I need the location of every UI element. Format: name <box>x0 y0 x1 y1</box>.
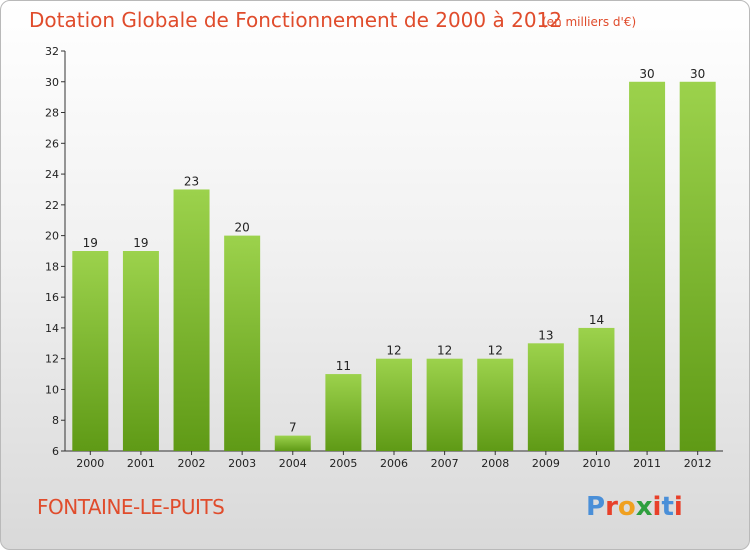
y-tick-label: 18 <box>45 260 59 273</box>
bar <box>527 343 564 451</box>
y-tick-label: 14 <box>45 322 59 335</box>
y-tick-label: 10 <box>45 383 59 396</box>
y-tick-label: 30 <box>45 76 59 89</box>
bar-value-label: 12 <box>488 344 503 358</box>
x-tick-label: 2002 <box>178 457 206 470</box>
x-tick-label: 2009 <box>532 457 560 470</box>
bar <box>426 358 463 451</box>
y-tick-label: 6 <box>52 445 59 458</box>
bar-value-label: 30 <box>639 67 654 81</box>
bar-value-label: 7 <box>289 421 297 435</box>
bar-value-label: 11 <box>336 359 351 373</box>
y-tick-label: 32 <box>45 45 59 58</box>
bar-value-label: 19 <box>133 236 148 250</box>
bar-value-label: 12 <box>386 344 401 358</box>
x-tick-label: 2012 <box>684 457 712 470</box>
bar-value-label: 14 <box>589 313 604 327</box>
bar-value-label: 30 <box>690 67 705 81</box>
commune-name: FONTAINE-LE-PUITS <box>37 495 225 519</box>
axes: 6 8 10 12 14 16 18 20 22 24 26 28 30 32 2000 2001 2002 20… <box>45 45 723 470</box>
bar-value-label: 13 <box>538 328 553 342</box>
x-tick-label: 2004 <box>279 457 307 470</box>
bar <box>376 358 412 451</box>
y-tick-label: 28 <box>45 107 59 120</box>
y-tick-label: 22 <box>45 199 59 212</box>
y-tick-label: 26 <box>45 137 59 150</box>
bar <box>679 81 716 452</box>
x-tick-label: 2011 <box>633 457 661 470</box>
chart-title: Dotation Globale de Fonctionnement de 20… <box>29 8 562 32</box>
svg-text:Proxiti: Proxiti <box>586 492 683 522</box>
x-tick-label: 2000 <box>76 457 104 470</box>
bar <box>173 189 210 451</box>
x-tick-label: 2006 <box>380 457 408 470</box>
x-tick-label: 2003 <box>228 457 256 470</box>
bar <box>72 251 109 451</box>
y-tick-label: 20 <box>45 230 59 243</box>
bar-value-label: 20 <box>235 221 250 235</box>
proxiti-logo[interactable]: Proxiti <box>584 489 694 523</box>
bar <box>477 358 514 451</box>
bar-value-label: 12 <box>437 344 452 358</box>
y-tick-label: 16 <box>45 291 59 304</box>
bar <box>224 235 261 451</box>
bars: 19 19 23 20 7 11 12 12 12 13 14 30 30 <box>72 67 716 452</box>
bar <box>122 251 159 451</box>
bar-value-label: 19 <box>83 236 98 250</box>
x-tick-label: 2005 <box>329 457 357 470</box>
y-tick-label: 24 <box>45 168 59 181</box>
x-tick-label: 2010 <box>582 457 610 470</box>
bar <box>578 327 615 451</box>
chart-subtitle: (en milliers d'€) <box>542 15 637 29</box>
bar <box>274 435 311 451</box>
x-tick-label: 2008 <box>481 457 509 470</box>
bar <box>629 81 666 452</box>
y-tick-label: 12 <box>45 353 59 366</box>
y-tick-label: 8 <box>52 414 59 427</box>
bar-value-label: 23 <box>184 174 199 188</box>
proxiti-logo-mark: Proxiti <box>586 492 683 522</box>
x-tick-label: 2001 <box>127 457 155 470</box>
bar <box>325 374 362 451</box>
x-tick-label: 2007 <box>431 457 459 470</box>
